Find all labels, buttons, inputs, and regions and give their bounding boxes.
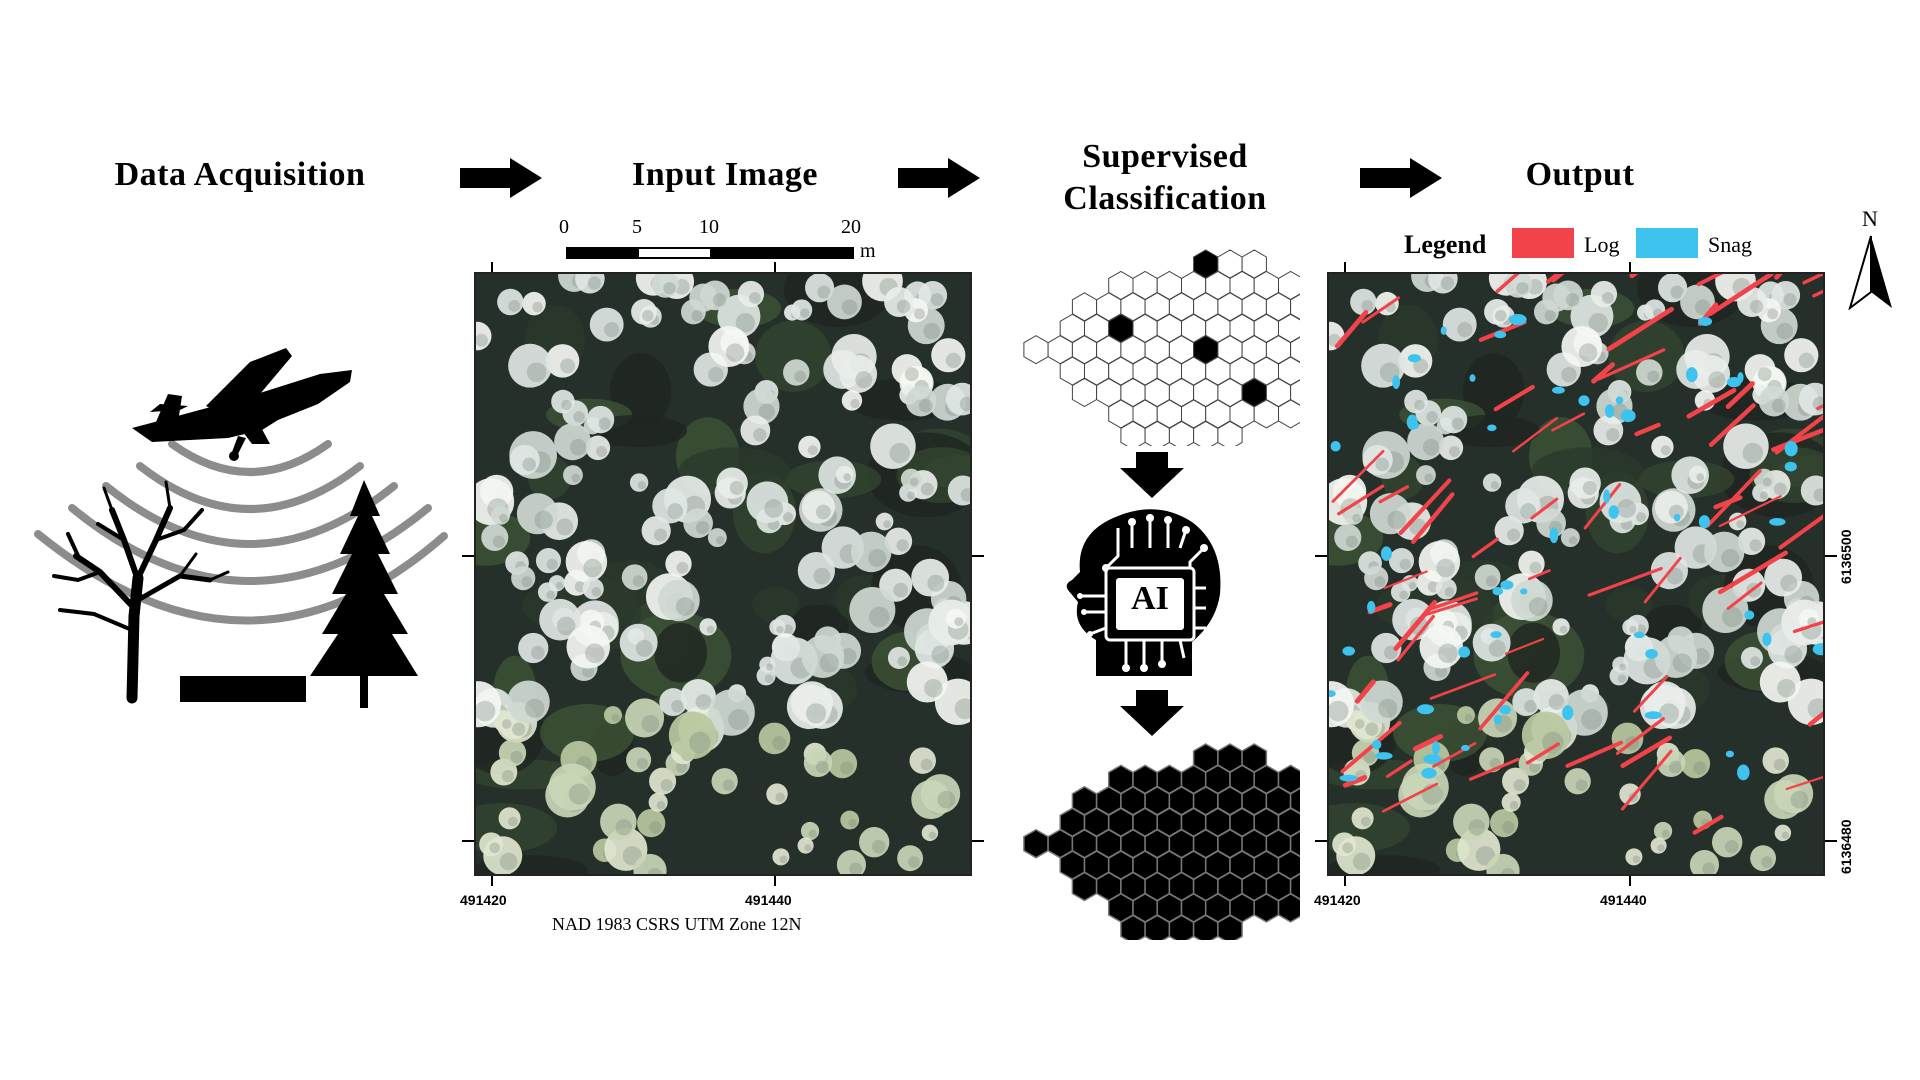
- x-coord-left: 491420: [1314, 892, 1361, 908]
- classified-aerial-imagery: [1329, 274, 1823, 874]
- scale-bar-segment: [639, 249, 710, 257]
- scale-bar-segment: [568, 249, 639, 257]
- output-title: Output: [1525, 156, 1635, 193]
- legend-swatch-snag: [1636, 228, 1698, 258]
- map-tick: [774, 262, 776, 272]
- legend-label-snag: Snag: [1708, 232, 1752, 257]
- north-arrow-icon: [1848, 235, 1892, 310]
- map-tick: [491, 876, 493, 886]
- north-label: N: [1862, 206, 1878, 231]
- map-tick: [462, 555, 474, 557]
- training-samples-hex-grid: [1023, 249, 1300, 446]
- scale-bar-segment: [710, 249, 852, 257]
- output-map: [1327, 272, 1825, 876]
- log-icon: [180, 676, 306, 702]
- map-tick: [491, 262, 493, 272]
- y-coord-lower: 6136480: [1838, 819, 1854, 874]
- crs-label: NAD 1983 CSRS UTM Zone 12N: [552, 914, 802, 934]
- classified-hex-grid: [1023, 743, 1300, 940]
- x-coord-right: 491440: [1600, 892, 1647, 908]
- conifer-tree-icon: [310, 480, 418, 708]
- map-tick: [1825, 555, 1837, 557]
- scale-tick-label-5: 5: [632, 216, 642, 238]
- scale-tick-label-10: 10: [699, 216, 719, 238]
- flow-arrow-1: [460, 158, 542, 198]
- ai-label: AI: [1131, 580, 1169, 617]
- legend-swatch-log: [1512, 228, 1574, 258]
- acquisition-illustration: [34, 348, 448, 708]
- scale-unit: m: [860, 240, 876, 262]
- airplane-icon: [132, 348, 352, 461]
- x-coord-left: 491420: [460, 892, 507, 908]
- dead-tree-icon: [52, 480, 230, 704]
- scale-tick-label-0: 0: [559, 216, 569, 238]
- x-coord-right: 491440: [745, 892, 792, 908]
- map-tick: [1629, 262, 1631, 272]
- map-tick: [462, 840, 474, 842]
- input-image-map: [474, 272, 972, 876]
- y-coord-upper: 6136500: [1838, 529, 1854, 584]
- flow-arrow-2: [898, 158, 980, 198]
- map-tick: [1344, 876, 1346, 886]
- scale-tick-label-20: 20: [841, 216, 861, 238]
- map-tick: [1629, 876, 1631, 886]
- map-tick: [1315, 840, 1327, 842]
- aerial-imagery: [476, 274, 970, 874]
- map-tick: [972, 555, 984, 557]
- legend-title: Legend: [1404, 230, 1487, 259]
- map-tick: [1344, 262, 1346, 272]
- map-tick: [1315, 555, 1327, 557]
- scale-bar: [566, 247, 854, 259]
- input-image-title: Input Image: [632, 156, 818, 193]
- data-acquisition-title: Data Acquisition: [114, 156, 366, 193]
- ai-head-icon: [1066, 509, 1221, 676]
- map-tick: [1825, 840, 1837, 842]
- down-arrow-1: [1120, 452, 1184, 498]
- map-tick: [774, 876, 776, 886]
- flow-arrow-3: [1360, 158, 1442, 198]
- legend-label-log: Log: [1584, 232, 1620, 257]
- down-arrow-2: [1120, 690, 1184, 736]
- supervised-classification-title-line1: Supervised: [1082, 138, 1248, 175]
- supervised-classification-title-line2: Classification: [1063, 180, 1267, 217]
- map-tick: [972, 840, 984, 842]
